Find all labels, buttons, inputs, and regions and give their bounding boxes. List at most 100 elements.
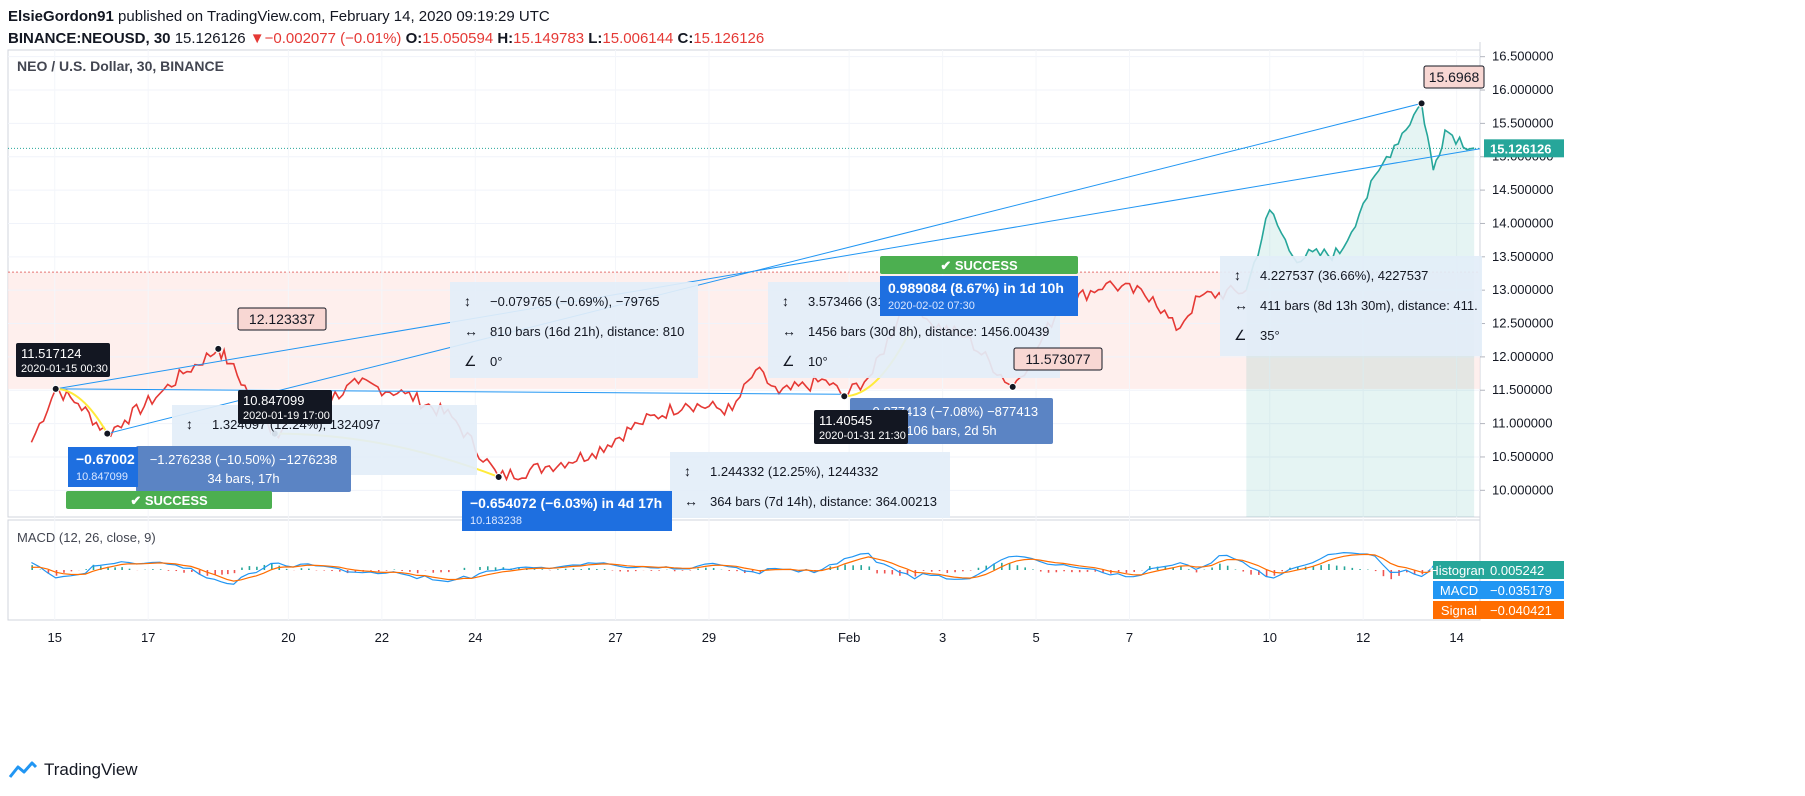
measure-icon: ↕ <box>782 293 789 309</box>
histogram-bar <box>1258 570 1260 575</box>
forecast-3[interactable]: 0.989084 (8.67%) in 1d 10h 2020-02-02 07:… <box>880 276 1078 316</box>
trend-line-rise[interactable] <box>107 102 1422 435</box>
price-label-4[interactable]: 11.40545 2020-01-31 21:30 <box>814 410 908 444</box>
pivot-point[interactable] <box>1008 382 1017 391</box>
histogram-bar <box>860 565 863 570</box>
histogram-bar <box>1242 570 1245 572</box>
price-label-bg <box>16 343 110 377</box>
forecast-1[interactable]: −0.67002 10.847099 <box>68 447 138 487</box>
histogram-bar <box>627 570 629 572</box>
histogram-label[interactable]: Histogram 0.005242 <box>1429 561 1564 579</box>
callout-3[interactable]: 15.6968 <box>1423 65 1485 89</box>
histogram-bar <box>308 568 310 570</box>
pivot-point[interactable] <box>840 392 849 401</box>
callout-bg <box>1013 347 1103 371</box>
x-tick-label: 3 <box>939 630 946 645</box>
measure-icon: ↕ <box>684 463 691 479</box>
histogram-bar <box>1382 570 1385 577</box>
success-badge-1[interactable]: ✔ SUCCESS <box>66 491 272 509</box>
range-tip-bg <box>136 446 351 492</box>
trend-line-flat[interactable] <box>55 388 845 395</box>
signal-label[interactable]: Signal −0.040421 <box>1433 601 1564 619</box>
open-value: 15.050594 <box>422 30 494 47</box>
forecast-2[interactable]: −0.654072 (−6.03%) in 4d 17h 10.183238 <box>462 491 672 531</box>
histogram-bar <box>1374 570 1377 572</box>
y-tick-label: 12.000000 <box>1492 349 1553 364</box>
histogram-bar <box>518 567 520 570</box>
histogram-bar <box>401 570 403 572</box>
histogram-bar <box>1335 565 1338 570</box>
measure-text: 1456 bars (30d 8h), distance: 1456.00439 <box>808 324 1049 339</box>
histogram-bar <box>673 570 676 572</box>
macd-value-label[interactable]: MACD −0.035179 <box>1433 581 1564 599</box>
measure-text: 1.244332 (12.25%), 1244332 <box>710 464 878 479</box>
pivot-point[interactable] <box>1417 99 1426 108</box>
pivot-point[interactable] <box>214 344 223 353</box>
close-label: C: <box>677 30 694 47</box>
trend-line-long[interactable] <box>55 148 1481 390</box>
histogram-bar <box>564 568 567 570</box>
histogram-bar <box>1156 566 1159 570</box>
price-line-green <box>1245 101 1475 291</box>
histogram-bar <box>128 568 131 570</box>
histogram-bar <box>1102 570 1104 574</box>
histogram-bar <box>930 570 933 572</box>
histogram-bar <box>159 569 162 570</box>
histogram-bar <box>167 570 170 571</box>
histogram-bar <box>1164 567 1167 570</box>
pivot-point[interactable] <box>103 429 112 438</box>
symbol-label[interactable]: BINANCE:NEOUSD, 30 <box>8 30 171 47</box>
histogram-bar <box>588 567 590 570</box>
measure-box-1[interactable]: ↕ −0.079765 (−0.69%), −79765 ↔ 810 bars (16… <box>450 282 698 378</box>
success-text: ✔ SUCCESS <box>940 258 1018 273</box>
histogram-bar <box>354 570 357 573</box>
histogram-bar <box>1016 565 1019 570</box>
author-name[interactable]: ElsieGordon91 <box>8 8 114 25</box>
histogram-bar <box>1226 565 1229 570</box>
range-tip-1[interactable]: −1.276238 (−10.50%) −1276238 34 bars, 17h <box>136 446 351 492</box>
histogram-bar <box>92 564 95 570</box>
range-tip-line1: −1.276238 (−10.50%) −1276238 <box>150 452 338 467</box>
callout-1[interactable]: 12.123337 <box>237 307 327 331</box>
measure-icon: ↕ <box>186 416 193 432</box>
histogram-bar <box>1055 570 1058 573</box>
histogram-bar <box>1172 567 1174 570</box>
price-label-value: 11.40545 <box>819 413 872 428</box>
x-tick-label: 20 <box>281 630 295 645</box>
y-tick-label: 11.000000 <box>1492 416 1553 431</box>
success-badge-2[interactable]: ✔ SUCCESS <box>880 256 1078 274</box>
histogram-bar <box>1133 570 1136 572</box>
y-tick-label: 12.500000 <box>1492 316 1553 331</box>
histogram-bar <box>121 567 123 570</box>
histogram-bar <box>152 569 154 570</box>
callout-2[interactable]: 11.573077 <box>1013 347 1103 371</box>
chart-title: NEO / U.S. Dollar, 30, BINANCE <box>17 58 224 74</box>
callout-bg <box>237 307 327 331</box>
forecast-text: −0.67002 <box>76 451 135 467</box>
price-label-1[interactable]: 11.517124 2020-01-15 00:30 <box>16 343 110 377</box>
histogram-bar <box>954 570 956 573</box>
histogram-bar <box>256 566 258 570</box>
pivot-point[interactable] <box>51 384 60 393</box>
measure-box-3[interactable]: ↕ 4.227537 (36.66%), 4227537 ↔ 411 bars (8d… <box>1220 256 1482 356</box>
y-tick-label: 11.500000 <box>1492 382 1553 397</box>
measure-box-5[interactable]: ↕ 1.244332 (12.25%), 1244332 ↔ 364 bars (7d… <box>670 452 950 518</box>
histogram-bar <box>572 568 575 570</box>
pivot-point[interactable] <box>494 472 503 481</box>
histogram-bar <box>448 570 450 573</box>
histogram-bar <box>1187 569 1190 570</box>
histogram-bar <box>705 567 707 570</box>
histogram-bar <box>658 570 660 571</box>
histogram-bar <box>899 570 901 576</box>
measure-icon: ↔ <box>1234 297 1248 313</box>
histogram-bar <box>883 570 886 574</box>
histogram-bar <box>409 570 411 572</box>
callout-bg <box>1423 65 1485 89</box>
x-tick-label: 17 <box>141 630 155 645</box>
footer-brand[interactable]: TradingView <box>8 760 138 780</box>
price-label-3[interactable]: 10.847099 2020-01-19 17:00 <box>238 390 332 424</box>
histogram-bar <box>271 563 273 570</box>
histogram-bar <box>1039 570 1042 572</box>
histogram-bar <box>285 568 288 570</box>
